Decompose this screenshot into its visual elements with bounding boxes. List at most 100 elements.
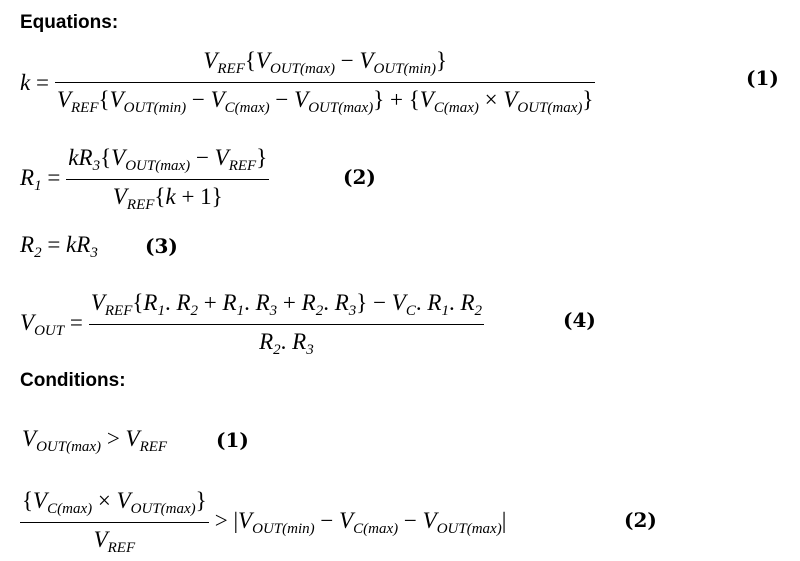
math-variable: R3 (76, 232, 98, 261)
math-subscript: 2 (315, 303, 324, 319)
math-symbol: . (448, 290, 461, 315)
math-variable: k (66, 232, 77, 257)
math-symbol: { (22, 488, 34, 513)
condition-1-label: (1) (216, 428, 249, 452)
math-variable: R3 (78, 145, 101, 174)
math-subscript: C(max) (224, 100, 270, 116)
math-variable: VOUT(min) (238, 507, 315, 537)
math-subscript: 2 (273, 342, 281, 358)
math-symbol: × (478, 87, 504, 112)
math-variable: VREF (56, 87, 99, 116)
math-expression: {VC(max) × VOUT(max)} (22, 488, 207, 517)
numerator: VREF{R1. R2 + R1. R3 + R2. R3} − VC. R1.… (89, 290, 484, 324)
math-symbol: + 1} (175, 184, 223, 209)
numerator: kR3{VOUT(max) − VREF} (66, 145, 269, 179)
math-symbol: = (64, 309, 83, 335)
math-subscript: 2 (474, 303, 483, 319)
math-expression: R2 = kR3 (20, 232, 98, 262)
math-expression: R2. R3 (259, 329, 314, 358)
math-symbol: > (214, 507, 234, 533)
math-symbol: } (195, 488, 207, 513)
math-symbol: . (164, 290, 177, 315)
math-variable: R3 (334, 290, 357, 319)
math-variable: VOUT(min) (359, 48, 437, 77)
math-subscript: OUT (34, 322, 65, 339)
math-variable: k (20, 69, 31, 95)
math-variable: VC(max) (33, 488, 93, 517)
math-subscript: 1 (236, 303, 245, 319)
fraction: VREF{VOUT(max) − VOUT(min)} VREF{VOUT(min… (54, 48, 596, 117)
math-symbol: { (244, 48, 256, 73)
math-expression: VREF{R1. R2 + R1. R3 + R2. R3} − VC. R1.… (91, 290, 482, 319)
equation-1-label: (1) (746, 66, 779, 90)
math-subscript: OUT(max) (130, 501, 196, 517)
math-symbol: } (256, 145, 268, 170)
condition-1: VOUT(max) > VREF (22, 426, 167, 456)
math-variable: VREF (214, 145, 257, 174)
math-symbol: . (323, 290, 335, 315)
math-variable: VOUT(max) (422, 507, 502, 537)
math-subscript: 2 (190, 303, 199, 319)
math-variable: VC (391, 290, 416, 319)
math-symbol: − (186, 87, 211, 112)
math-variable: R2 (460, 290, 482, 319)
math-subscript: 1 (157, 303, 165, 319)
math-subscript: 3 (306, 342, 314, 358)
math-symbol: × (92, 488, 117, 513)
math-variable: VOUT(max) (22, 426, 102, 455)
fraction: VREF{R1. R2 + R1. R3 + R2. R3} − VC. R1.… (88, 290, 484, 359)
math-subscript: OUT(max) (269, 61, 335, 77)
math-symbol: − (367, 290, 392, 315)
math-variable: R1 (222, 290, 245, 319)
math-expression: R1 = (20, 165, 60, 195)
math-symbol: } (356, 290, 368, 315)
math-subscript: REF (107, 540, 136, 556)
math-variable: VREF (112, 184, 155, 213)
math-variable: VOUT(max) (294, 87, 374, 116)
math-variable: VC(max) (419, 87, 479, 116)
math-expression: kR3{VOUT(max) − VREF} (68, 145, 268, 174)
fraction: kR3{VOUT(max) − VREF} VREF{k + 1} (66, 145, 270, 214)
math-variable: VOUT (20, 309, 65, 339)
math-symbol: { (132, 290, 144, 315)
math-symbol: { (100, 145, 112, 170)
equation-4: VOUT = VREF{R1. R2 + R1. R3 + R2. R3} − … (20, 290, 490, 359)
math-symbol: − (314, 507, 340, 533)
math-subscript: REF (126, 197, 155, 213)
math-variable: VREF (203, 48, 245, 77)
math-symbol: − (269, 87, 295, 112)
math-symbol: } (436, 48, 448, 73)
math-subscript: REF (228, 158, 257, 174)
condition-2-label: (2) (624, 508, 657, 532)
math-subscript: REF (217, 61, 245, 77)
math-variable: VREF (93, 527, 136, 556)
denominator: VREF (20, 522, 209, 557)
math-expression: VREF (93, 527, 136, 556)
math-symbol: + (384, 87, 409, 112)
equations-heading: Equations: (20, 12, 119, 33)
math-expression: k = (20, 70, 49, 96)
math-expression: VREF{k + 1} (112, 184, 223, 213)
math-variable: VOUT(max) (255, 48, 335, 77)
equation-2-label: (2) (343, 165, 376, 189)
math-symbol: . (244, 290, 256, 315)
math-symbol: . (280, 329, 293, 354)
math-expression: VOUT = (20, 310, 83, 340)
math-subscript: C(max) (47, 501, 93, 517)
math-variable: k (165, 184, 176, 209)
math-symbol: + (277, 290, 302, 315)
denominator: VREF{k + 1} (66, 179, 270, 214)
denominator: VREF{VOUT(min) − VC(max) − VOUT(max)} + … (54, 82, 596, 117)
conditions-heading: Conditions: (20, 370, 126, 391)
fraction: {VC(max) × VOUT(max)} VREF (20, 488, 209, 557)
math-variable: k (68, 145, 79, 170)
math-subscript: 3 (90, 245, 98, 261)
math-subscript: 3 (348, 303, 357, 319)
math-symbol: > (101, 426, 126, 451)
math-variable: R2 (20, 232, 42, 261)
math-symbol: = (41, 232, 67, 257)
math-symbol: | (501, 507, 507, 533)
numerator: VREF{VOUT(max) − VOUT(min)} (201, 48, 449, 82)
math-symbol: | (233, 507, 239, 533)
math-subscript: 3 (92, 158, 101, 174)
